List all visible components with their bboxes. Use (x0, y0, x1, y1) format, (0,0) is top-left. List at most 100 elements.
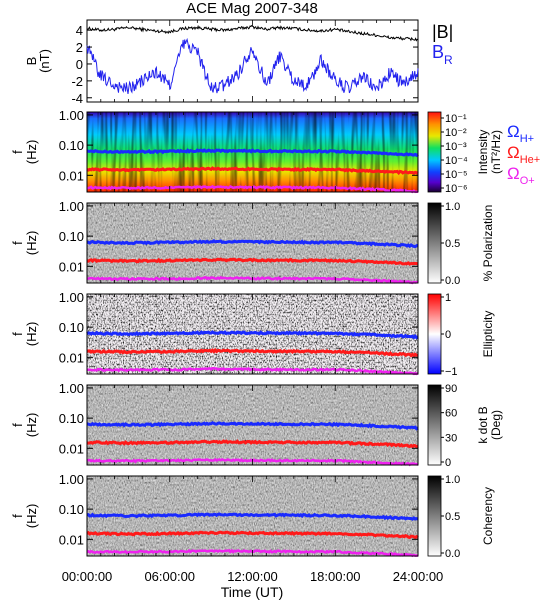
y-axis-label: f (10, 241, 25, 245)
y-axis-unit: (nT) (37, 49, 52, 73)
bfield-legend: |B| BR (432, 22, 453, 67)
colorbar-tick-label: 0.5 (445, 238, 460, 250)
y-tick-label: 0.01 (59, 259, 84, 274)
y-axis-label: f (10, 514, 25, 518)
y-label-group: f (Hz) (10, 322, 39, 347)
omega-he-line (86, 257, 419, 266)
y-tick-label: 1.00 (59, 472, 84, 487)
y-label-group: f (Hz) (10, 504, 39, 529)
omega-he-line (86, 530, 419, 540)
y-label-group: f (Hz) (10, 140, 39, 165)
colorbar-tick-label: 0.0 (445, 275, 460, 287)
colorbar-label: k dot B (476, 406, 490, 443)
colorbar-tick-label: −1 (445, 366, 458, 378)
colorbar (427, 384, 442, 466)
series-line-b-total (86, 24, 419, 42)
x-axis-label: Time (UT) (221, 584, 283, 600)
omega-he-line (87, 439, 419, 449)
y-tick-label: 4 (76, 23, 83, 38)
time-axis: 00:00:00 06:00:00 12:00:00 18:00:00 24:00:00 (62, 20, 444, 584)
colorbar-tick-label: 1.0 (445, 201, 460, 213)
colorbar (427, 475, 442, 557)
colorbar-tick-label: 10⁻³ (445, 141, 467, 153)
legend-b-r: BR (432, 42, 453, 67)
colorbar-tick-label: 1 (445, 292, 451, 304)
colorbar (427, 293, 442, 375)
omega-h-line (86, 330, 419, 340)
legend-omega-h: ΩH+ (507, 122, 534, 145)
y-axis-label: B (24, 57, 39, 66)
colorbar-tick-label: 0.5 (445, 511, 460, 523)
colorbar-unit: (nT²/Hz) (489, 130, 503, 174)
y-axis-unit: (Hz) (24, 322, 39, 347)
colorbar-tick-label: 0.0 (445, 548, 460, 560)
x-tick-label: 00:00:00 (62, 569, 113, 584)
y-tick-label: 0.01 (59, 168, 84, 183)
colorbar-tick-label: 0 (445, 457, 451, 469)
colorbar-label-group: Intensity (nT²/Hz) (476, 130, 503, 175)
y-axis-unit: (Hz) (24, 413, 39, 438)
legend-b-total: |B| (432, 22, 453, 42)
colorbar-tick-label: 1.0 (445, 474, 460, 486)
bfield-panel: 4 2 0 -2 -4 B(nT) (24, 19, 419, 106)
x-tick-label: 06:00:00 (144, 569, 195, 584)
omega-he-line (86, 347, 418, 358)
y-tick-label: 0.10 (59, 320, 84, 335)
y-tick-label: 0.10 (59, 502, 84, 517)
colorbar-tick-label: 10⁻¹ (445, 113, 467, 125)
omega-h-line (86, 421, 419, 431)
colorbar (427, 202, 442, 284)
colorbar-tick-label: 30 (445, 432, 457, 444)
y-tick-label: 0.01 (59, 532, 84, 547)
y-tick-label: 1.00 (59, 108, 84, 123)
polarization-panel: 1.00 0.10 0.01 f (Hz) 1.0 0.5 0.0 % Polarization (10, 199, 495, 287)
y-axis-label: f (10, 150, 25, 154)
colorbar-tick-label: 90 (445, 383, 457, 395)
colorbar-tick-label: 0 (445, 329, 451, 341)
y-tick-label: 1.00 (59, 290, 84, 305)
legend-omega-o: ΩO+ (507, 164, 535, 187)
y-tick-label: 1.00 (59, 381, 84, 396)
y-axis-unit: (Hz) (24, 140, 39, 165)
ellipticity-panel: 1.00 0.10 0.01 f (Hz) 1 0 −1 Ellipticity (10, 290, 495, 378)
omega-he-line (86, 166, 419, 176)
colorbar-label-group: % Polarization (481, 205, 495, 282)
colorbar-tick-label: 10⁻⁶ (445, 183, 468, 195)
y-axis-label: f (10, 332, 25, 336)
y-tick-label: 1.00 (59, 199, 84, 214)
x-tick-label: 12:00:00 (227, 569, 278, 584)
colorbar-label-group: k dot B (Deg) (476, 406, 503, 443)
y-axis-label: f (10, 423, 25, 427)
gyrofrequency-legend: ΩH+ ΩHe+ ΩO+ (507, 122, 540, 187)
y-tick-label: 0 (76, 57, 83, 72)
y-tick-label: 0.01 (59, 441, 84, 456)
colorbar-label-group: Coherency (481, 487, 495, 545)
colorbar-label-group: Ellipticity (481, 311, 495, 358)
colorbar-label: Coherency (481, 487, 495, 545)
bfield-y-label: B(nT) (24, 49, 52, 73)
colorbar (427, 111, 442, 193)
y-tick-label: -2 (71, 74, 83, 89)
colorbar-tick-label: 60 (445, 408, 457, 420)
colorbar-tick-label: 10⁻⁴ (445, 155, 468, 167)
y-tick-label: 0.10 (59, 138, 84, 153)
colorbar-label: Ellipticity (481, 311, 495, 358)
y-tick-label: 0.10 (59, 411, 84, 426)
x-tick-label: 18:00:00 (310, 569, 361, 584)
colorbar-label: Intensity (476, 130, 490, 175)
omega-h-line (86, 148, 419, 158)
legend-omega-he: ΩHe+ (507, 143, 540, 166)
y-label-group: f (Hz) (10, 413, 39, 438)
intensity-panel: 1.00 0.10 0.01 f (Hz) 10⁻¹ 10⁻² 10⁻³ 10⁻⁴ 10⁻⁵ 10⁻… (10, 108, 503, 195)
coherency-panel: 1.00 0.10 0.01 f (Hz) 1.0 0.5 0.0 Coherency (10, 472, 495, 560)
y-tick-label: 0.10 (59, 229, 84, 244)
y-label-group: f (Hz) (10, 231, 39, 256)
x-tick-label: 24:00:00 (393, 569, 444, 584)
omega-h-line (86, 239, 419, 249)
y-axis-unit: (Hz) (24, 231, 39, 256)
y-axis-unit: (Hz) (24, 504, 39, 529)
y-tick-label: -4 (71, 91, 83, 106)
series-line-b-r (86, 37, 419, 94)
bfield-plot-frame (86, 19, 419, 103)
